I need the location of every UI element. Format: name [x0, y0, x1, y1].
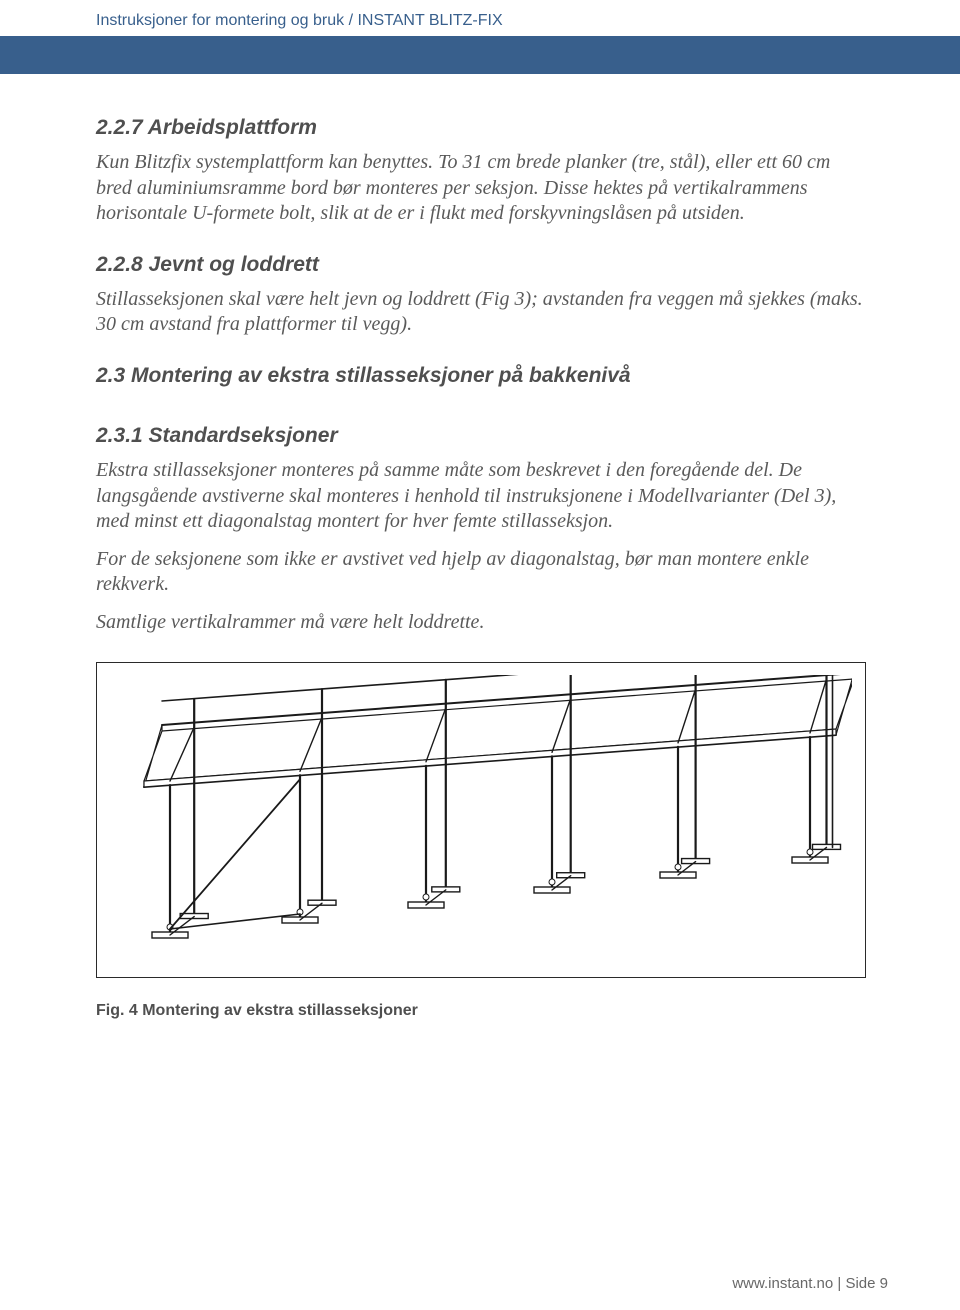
para-2-3-1-c: Samtlige vertikalrammer må være helt lod…	[96, 610, 866, 636]
para-2-3-1-b: For de seksjonene som ikke er avstivet v…	[96, 547, 866, 598]
heading-2-2-8: 2.2.8 Jevnt og loddrett	[96, 253, 866, 277]
para-2-2-7: Kun Blitzfix systemplattform kan benytte…	[96, 150, 866, 227]
figure-4-caption: Fig. 4 Montering av ekstra stillasseksjo…	[96, 1002, 866, 1020]
figure-4-diagram	[110, 675, 852, 965]
doc-header-title: Instruksjoner for montering og bruk / IN…	[96, 12, 503, 30]
para-2-3-1-a: Ekstra stillasseksjoner monteres på samm…	[96, 458, 866, 535]
figure-4-box	[96, 662, 866, 978]
heading-2-3: 2.3 Montering av ekstra stillasseksjoner…	[96, 364, 866, 388]
page-footer: www.instant.no | Side 9	[732, 1275, 888, 1292]
heading-2-2-7: 2.2.7 Arbeidsplattform	[96, 116, 866, 140]
para-2-2-8: Stillasseksjonen skal være helt jevn og …	[96, 287, 866, 338]
header-band	[0, 36, 960, 74]
page-content: 2.2.7 Arbeidsplattform Kun Blitzfix syst…	[96, 116, 866, 1020]
heading-2-3-1: 2.3.1 Standardseksjoner	[96, 424, 866, 448]
